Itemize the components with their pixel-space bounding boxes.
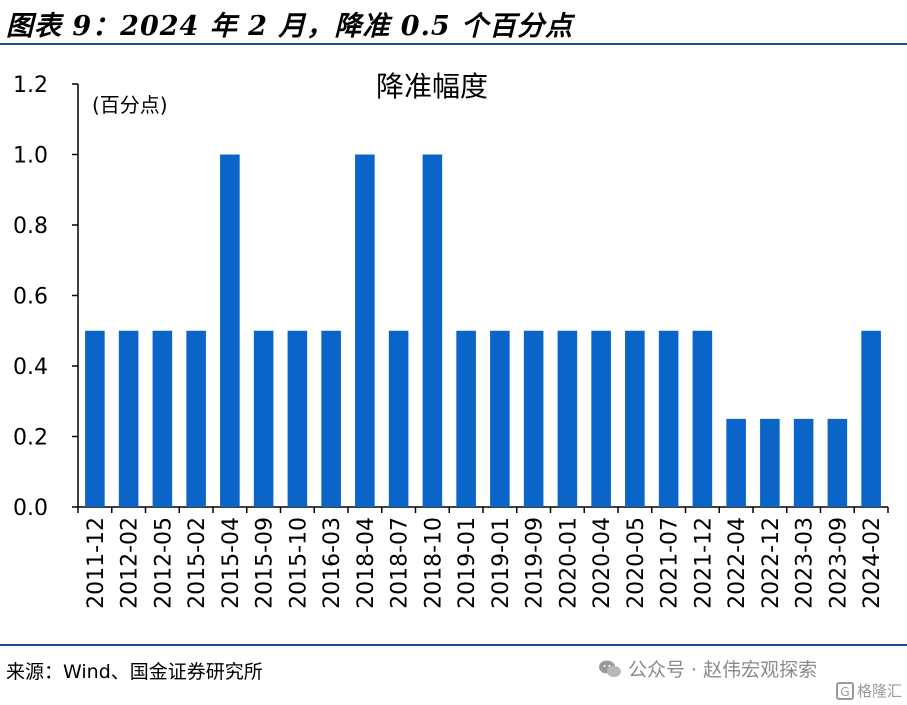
top-rule [0, 43, 907, 45]
y-unit-label: (百分点) [92, 93, 168, 117]
bar [287, 330, 308, 507]
x-tick-label: 2023-03 [793, 517, 818, 609]
x-tick-label: 2012-02 [118, 517, 143, 609]
bar [152, 330, 173, 507]
x-tick-label: 2011-12 [84, 517, 109, 609]
corner-watermark: G 格隆汇 [836, 680, 902, 701]
bar [591, 330, 611, 507]
watermark: 公众号 · 赵伟宏观探索 [598, 655, 817, 682]
x-tick-label: 2015-02 [185, 517, 210, 609]
bar [625, 330, 645, 507]
x-tick-label: 2015-10 [286, 517, 311, 609]
x-tick-label: 2016-03 [320, 517, 345, 609]
bar [726, 418, 746, 507]
watermark-text: 公众号 · 赵伟宏观探索 [628, 659, 818, 681]
chart-title: 降准幅度 [376, 70, 488, 103]
x-tick-label: 2018-04 [354, 517, 379, 609]
bar [253, 330, 274, 507]
x-tick-label: 2021-07 [658, 517, 683, 609]
y-tick-label: 1.0 [13, 144, 48, 169]
figure-title: 图表 9：2024 年 2 月，降准 0.5 个百分点 [6, 11, 574, 42]
bar [85, 330, 105, 507]
source-note: 来源：Wind、国金证券研究所 [6, 661, 263, 683]
x-tick-label: 2023-09 [826, 517, 851, 609]
y-tick-label: 0.6 [13, 285, 48, 310]
x-tick-label: 2018-10 [421, 517, 446, 609]
bar [490, 330, 510, 507]
x-tick-label: 2019-01 [455, 517, 480, 609]
x-tick-label: 2020-04 [590, 517, 615, 609]
bar [793, 418, 814, 507]
bars-group [85, 154, 881, 507]
bar [523, 330, 544, 507]
bar [422, 154, 443, 507]
x-tick-label: 2024-02 [860, 517, 885, 609]
brand-logo-icon: G [836, 681, 854, 700]
x-tick-label: 2019-09 [523, 517, 548, 609]
bar [456, 330, 476, 507]
y-tick-labels: 0.0 0.2 0.4 0.6 0.8 1.0 1.2 [13, 73, 48, 521]
bar [118, 330, 139, 507]
wechat-icon [599, 660, 621, 677]
bottom-rule [0, 644, 907, 646]
bar [220, 154, 240, 507]
x-tick-label: 2015-04 [219, 517, 244, 609]
bar [557, 330, 578, 507]
x-tick-label: 2022-12 [759, 517, 784, 609]
x-tick-label: 2018-07 [388, 517, 413, 609]
x-tick-label: 2020-01 [556, 517, 581, 609]
x-tick-label: 2012-05 [151, 517, 176, 609]
bar [827, 418, 848, 507]
bar [760, 418, 780, 507]
x-tick-label: 2015-09 [253, 517, 278, 609]
y-tick-label: 0.8 [13, 214, 48, 239]
y-tick-label: 0.4 [13, 355, 48, 380]
bar [692, 330, 713, 507]
y-tick-label: 0.0 [13, 496, 48, 521]
bar [658, 330, 679, 507]
x-tick-label: 2021-12 [691, 517, 716, 609]
y-tick-label: 0.2 [13, 426, 48, 451]
axes [72, 83, 889, 513]
x-tick-labels: 2011-12 2012-02 2012-05 2015-02 2015-04 2015-… [84, 517, 885, 609]
corner-watermark-text: 格隆汇 [857, 682, 903, 700]
bar [861, 330, 881, 507]
x-tick-label: 2019-01 [489, 517, 514, 609]
bar [355, 154, 375, 507]
bar-chart: 降准幅度 (百分点) 0.0 0.2 0.4 0.6 0.8 1.0 1.2 2011-12… [13, 70, 889, 609]
x-tick-label: 2022-04 [725, 517, 750, 609]
bar [321, 330, 341, 507]
x-tick-label: 2020-05 [624, 517, 649, 609]
bar [186, 330, 206, 507]
y-tick-label: 1.2 [13, 73, 48, 98]
bar [388, 330, 409, 507]
